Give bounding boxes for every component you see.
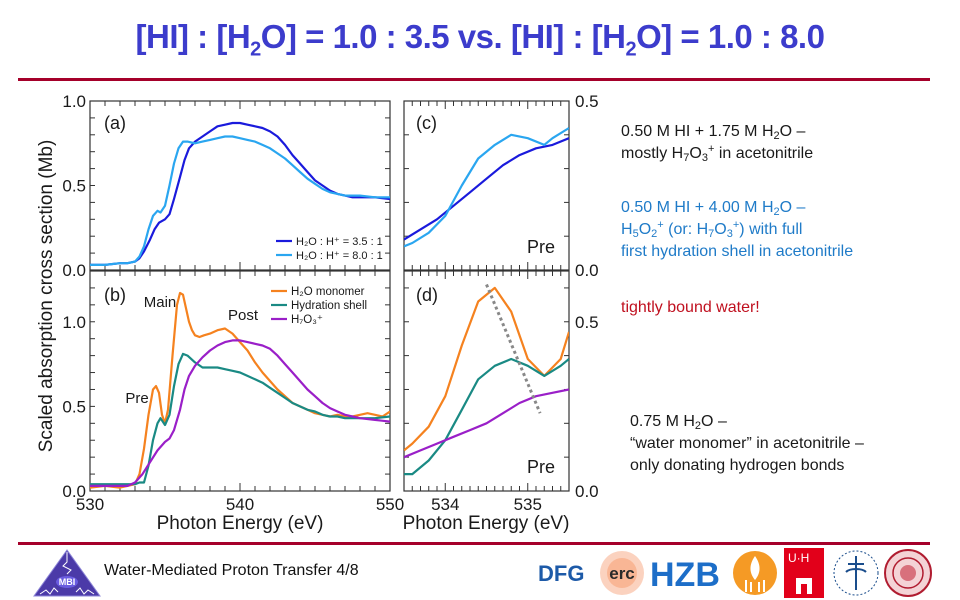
panel-label: (a) [104,113,126,133]
y-tick-label: 0.5 [575,313,599,332]
series-c-h-o-h-8-0-1 [404,127,569,248]
title-subscript: 2 [625,38,637,61]
series-c-h-o-h-3-5-1 [404,137,569,241]
uhh-logo: U·H [784,548,824,598]
svg-text:U·H: U·H [788,551,809,565]
y-tick-label: 0.0 [62,482,86,501]
x-axis-label: Photon Energy (eV) [403,513,570,534]
series-b-hydration-shell [90,352,390,486]
note-monomer: 0.75 M H2O – “water monomer” in acetonit… [630,411,864,477]
note-tightly-bound: tightly bound water! [621,299,760,316]
y-tick-label: 1.0 [62,92,86,111]
annotation-main: Main [144,294,177,311]
mbi-logo: MBI [33,549,101,597]
series-d-peak-shift-guide [485,283,542,414]
panel-label: (d) [416,285,438,305]
slide-title: [HI] : [H2O] = 1.0 : 3.5 vs. [HI] : [H2O… [0,18,960,62]
title-part: [HI] : [H [135,18,251,55]
series-a-h-o-h-8-0-1 [90,135,390,266]
hzb-logo: HZB [650,556,720,592]
x-tick-label: 540 [226,495,254,514]
y-tick-label: 0.5 [62,397,86,416]
svg-text:DFG: DFG [538,561,584,586]
y-tick-label: 1.0 [62,313,86,332]
note-line: 0.75 M H2O – [630,413,727,432]
uppsala-university-logo [884,549,932,597]
stockholm-university-logo [833,550,879,596]
note-line: first hydration shell in acetonitrile [621,243,854,260]
y-tick-label: 0.5 [575,92,599,111]
series-d-h-o-monomer [404,286,569,452]
footer-title: Water-Mediated Proton Transfer 4/8 [104,562,359,579]
note-line: 0.50 M HI + 1.75 M H2O – [621,123,806,142]
series-b-h-o [90,339,390,487]
y-tick-label: 0.5 [62,177,86,196]
note-h7o3: 0.50 M HI + 1.75 M H2O – mostly H7O3+ in… [621,121,813,165]
x-tick-label: 535 [514,495,542,514]
note-line: “water monomer” in acetonitrile – [630,435,864,452]
svg-text:HZB: HZB [650,556,720,592]
legend-label: H₂O : H⁺ = 3.5 : 1 [296,236,383,248]
series-d-h-o [404,388,569,459]
bgu-logo [733,551,777,595]
dfg-logo: DFG [538,561,584,586]
y-tick-label: 0.0 [575,261,599,280]
legend-label: H₂O : H⁺ = 8.0 : 1 [296,250,383,262]
x-tick-label: 550 [376,495,404,514]
title-part: O] = 1.0 : 3.5 vs. [HI] : [H [260,18,626,55]
legend-label: H₂O monomer [291,286,365,298]
title-part: O] = 1.0 : 8.0 [636,18,825,55]
legend-label: H₇O₃⁺ [291,314,323,326]
panel-label: (c) [416,113,437,133]
x-tick-label: 530 [76,495,104,514]
footer-divider [18,542,930,545]
note-h5o2: 0.50 M HI + 4.00 M H2O – H5O2+ (or: H7O3… [621,197,853,263]
note-line: only donating hydrogen bonds [630,457,845,474]
y-tick-label: 0.0 [62,261,86,280]
series-d-hydration-shell [404,357,569,476]
title-subscript: 2 [250,38,261,61]
note-line: mostly H7O3+ in acetonitrile [621,143,814,164]
erc-logo: erc [600,551,644,595]
x-axis-label: Photon Energy (eV) [157,513,324,534]
title-divider [18,78,930,81]
panel-label: (b) [104,285,126,305]
legend-label: Hydration shell [291,300,367,312]
note-line: H5O2+ (or: H7O3+) with full [621,219,803,240]
x-tick-label: 534 [431,495,459,514]
panel-note-pre: Pre [527,237,555,257]
annotation-post: Post [228,307,259,324]
y-tick-label: 0.0 [575,482,599,501]
note-line: 0.50 M HI + 4.00 M H2O – [621,199,806,218]
panel-note-pre: Pre [527,457,555,477]
y-axis-label: Scaled absorption cross section (Mb) [36,140,57,453]
svg-text:erc: erc [609,564,635,583]
series-a-h-o-h-3-5-1 [90,121,390,266]
svg-text:MBI: MBI [59,577,76,587]
annotation-pre: Pre [125,390,148,407]
